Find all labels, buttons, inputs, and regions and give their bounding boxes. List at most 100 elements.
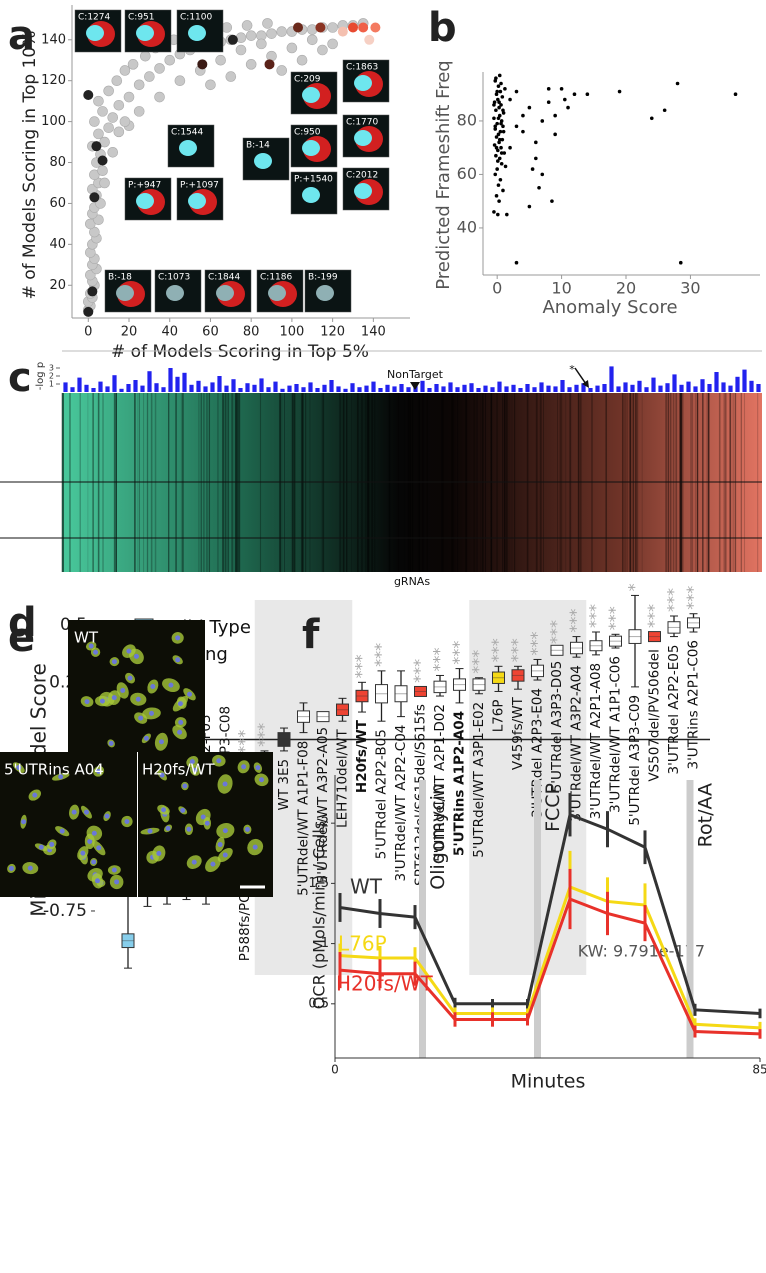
nucleus <box>222 828 228 834</box>
x-tick-label: 60 <box>202 325 219 340</box>
point <box>495 121 499 126</box>
point <box>235 44 247 56</box>
point <box>494 194 499 198</box>
thumbnail-label: C:2012 <box>346 171 378 181</box>
bar <box>336 386 341 392</box>
thumbnail-label: B:-199 <box>308 273 338 283</box>
point <box>546 87 551 91</box>
y-axis-label: Predicted Frameshift Freq <box>433 60 454 289</box>
point <box>262 18 273 29</box>
bar <box>525 384 530 392</box>
y-tick-label: 60 <box>49 196 66 211</box>
point <box>266 28 277 39</box>
nucleus <box>143 735 149 741</box>
category-label: 5'UTRdel/WT A2P1-D02 <box>432 704 448 862</box>
event-label: Oligomycin <box>427 783 449 890</box>
significance: *** <box>449 641 468 665</box>
bar <box>609 366 614 392</box>
micrograph-label: 5'UTRins A04 <box>4 761 104 779</box>
bar <box>679 384 684 392</box>
bar <box>700 379 705 392</box>
bar <box>294 384 299 392</box>
annotation: KW: 9.791e-177 <box>578 942 705 961</box>
bar <box>735 376 740 392</box>
point <box>99 136 110 148</box>
bar <box>595 385 600 392</box>
bar <box>546 385 551 392</box>
panel-letter: f <box>302 612 320 658</box>
bar <box>462 384 467 392</box>
x-axis-label: Minutes <box>511 1071 586 1093</box>
bar <box>154 383 159 392</box>
point <box>123 91 135 103</box>
series-label: WT <box>350 875 383 899</box>
thumbnail-nucleus <box>116 285 134 301</box>
point <box>113 126 125 138</box>
nucleus <box>182 783 188 789</box>
point <box>497 105 501 110</box>
nucleus <box>91 830 97 836</box>
bar <box>539 382 544 392</box>
point <box>327 38 338 50</box>
point <box>492 143 497 147</box>
bar <box>322 384 327 392</box>
box <box>492 671 505 684</box>
bar <box>434 384 439 392</box>
nucleus <box>127 675 133 681</box>
point <box>497 199 501 203</box>
point <box>498 129 503 134</box>
point <box>550 199 554 203</box>
point <box>91 141 102 152</box>
bar <box>476 388 481 392</box>
nucleus <box>168 682 174 688</box>
nucleus <box>135 696 141 702</box>
bar <box>112 375 117 392</box>
nucleus <box>94 878 100 884</box>
point <box>493 127 498 131</box>
nucleus <box>120 687 126 693</box>
category-label: H20fs/WT <box>354 719 370 793</box>
nucleus <box>156 850 162 856</box>
point <box>286 42 298 54</box>
annotation: NonTarget <box>387 368 444 381</box>
category-label: 3'UTRins A2P1-C06 <box>686 640 702 769</box>
bar <box>371 381 376 392</box>
bar <box>553 386 558 392</box>
point <box>497 113 502 118</box>
series-label: L76P <box>338 932 387 956</box>
point <box>327 22 338 33</box>
point <box>537 186 541 190</box>
point <box>514 89 519 94</box>
nucleus <box>259 777 265 783</box>
bar <box>224 385 229 392</box>
bar <box>728 385 733 392</box>
thumbnail-nucleus <box>188 193 206 209</box>
point <box>494 76 498 80</box>
thumbnail-label: B:-18 <box>108 273 132 283</box>
point <box>493 124 498 129</box>
thumbnail-nucleus <box>302 87 320 103</box>
point <box>497 156 502 161</box>
y-tick-label: 1 <box>49 380 54 389</box>
bar <box>329 380 334 392</box>
significance: *** <box>371 643 390 667</box>
bar <box>504 386 509 392</box>
point <box>521 113 525 118</box>
y-axis-label: OCR (pMols/min) / Cells <box>310 821 329 1009</box>
bar <box>749 380 754 392</box>
thumbnail-nucleus <box>254 153 272 169</box>
bar <box>70 387 75 392</box>
nucleus <box>191 859 197 865</box>
nucleus <box>159 772 165 778</box>
thumbnail-label: C:1844 <box>208 273 240 283</box>
nucleus <box>87 838 93 844</box>
point <box>662 108 667 113</box>
bar <box>357 387 362 392</box>
annotation: * <box>569 363 575 376</box>
bar <box>392 386 397 392</box>
significance: *** <box>410 659 429 683</box>
x-tick-label: 140 <box>361 325 386 340</box>
nucleus <box>111 695 117 701</box>
panel-letter: c <box>8 355 32 401</box>
